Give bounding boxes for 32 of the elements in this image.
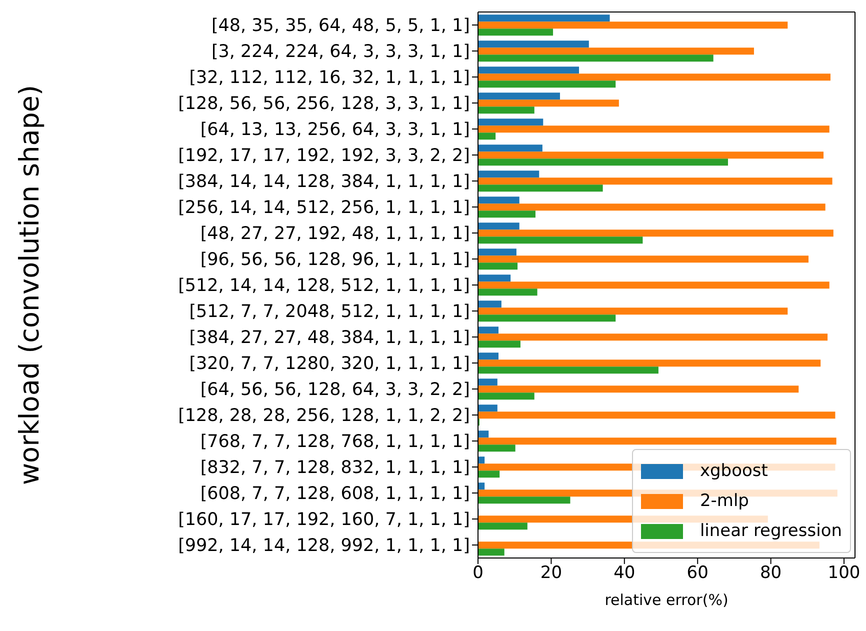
x-tick-label: 20 [540,563,562,584]
y-tick-label: [64, 56, 56, 128, 64, 3, 3, 2, 2] [200,380,470,400]
y-tick-label: [160, 17, 17, 192, 160, 7, 1, 1, 1] [178,510,470,530]
y-tick-label: [96, 56, 56, 128, 96, 1, 1, 1, 1] [200,250,470,270]
y-tick-label: [128, 28, 28, 256, 128, 1, 1, 2, 2] [178,406,470,426]
y-tick-label: [192, 17, 17, 192, 192, 3, 3, 2, 2] [178,146,470,166]
y-tick-label: [3, 224, 224, 64, 3, 3, 3, 1, 1] [211,42,470,62]
legend-label: xgboost [700,461,768,481]
y-tick-label: [128, 56, 56, 256, 128, 3, 3, 1, 1] [178,94,470,114]
y-tick-label: [768, 7, 7, 128, 768, 1, 1, 1, 1] [200,432,470,452]
x-tick-label: 40 [614,563,636,584]
y-tick-label: [384, 27, 27, 48, 384, 1, 1, 1, 1] [189,328,470,348]
y-axis-title: workload (convolution shape) [14,84,46,486]
legend-label: linear regression [700,521,842,541]
x-axis-title: relative error(%) [604,591,728,609]
y-tick-label: [32, 112, 112, 16, 32, 1, 1, 1, 1] [189,68,470,88]
y-tick-label: [992, 14, 14, 128, 992, 1, 1, 1, 1] [178,536,470,556]
y-tick-label: [608, 7, 7, 128, 608, 1, 1, 1, 1] [200,484,470,504]
y-tick-label: [832, 7, 7, 128, 832, 1, 1, 1, 1] [200,458,470,478]
y-tick-label: [48, 35, 35, 64, 48, 5, 5, 1, 1] [211,16,470,36]
y-tick-label: [256, 14, 14, 512, 256, 1, 1, 1, 1] [178,198,470,218]
x-tick-label: 60 [686,563,708,584]
y-tick-label: [48, 27, 27, 192, 48, 1, 1, 1, 1] [200,224,470,244]
y-tick-label: [384, 14, 14, 128, 384, 1, 1, 1, 1] [178,172,470,192]
y-tick-label: [512, 14, 14, 128, 512, 1, 1, 1, 1] [178,276,470,296]
x-tick-label: 0 [472,563,484,584]
x-tick-label: 80 [760,563,782,584]
legend-label: 2-mlp [700,491,749,511]
y-tick-label: [320, 7, 7, 1280, 320, 1, 1, 1, 1] [189,354,470,374]
y-tick-label: [64, 13, 13, 256, 64, 3, 3, 1, 1] [200,120,470,140]
y-tick-label: [512, 7, 7, 2048, 512, 1, 1, 1, 1] [189,302,470,322]
x-tick-label: 100 [828,563,860,584]
